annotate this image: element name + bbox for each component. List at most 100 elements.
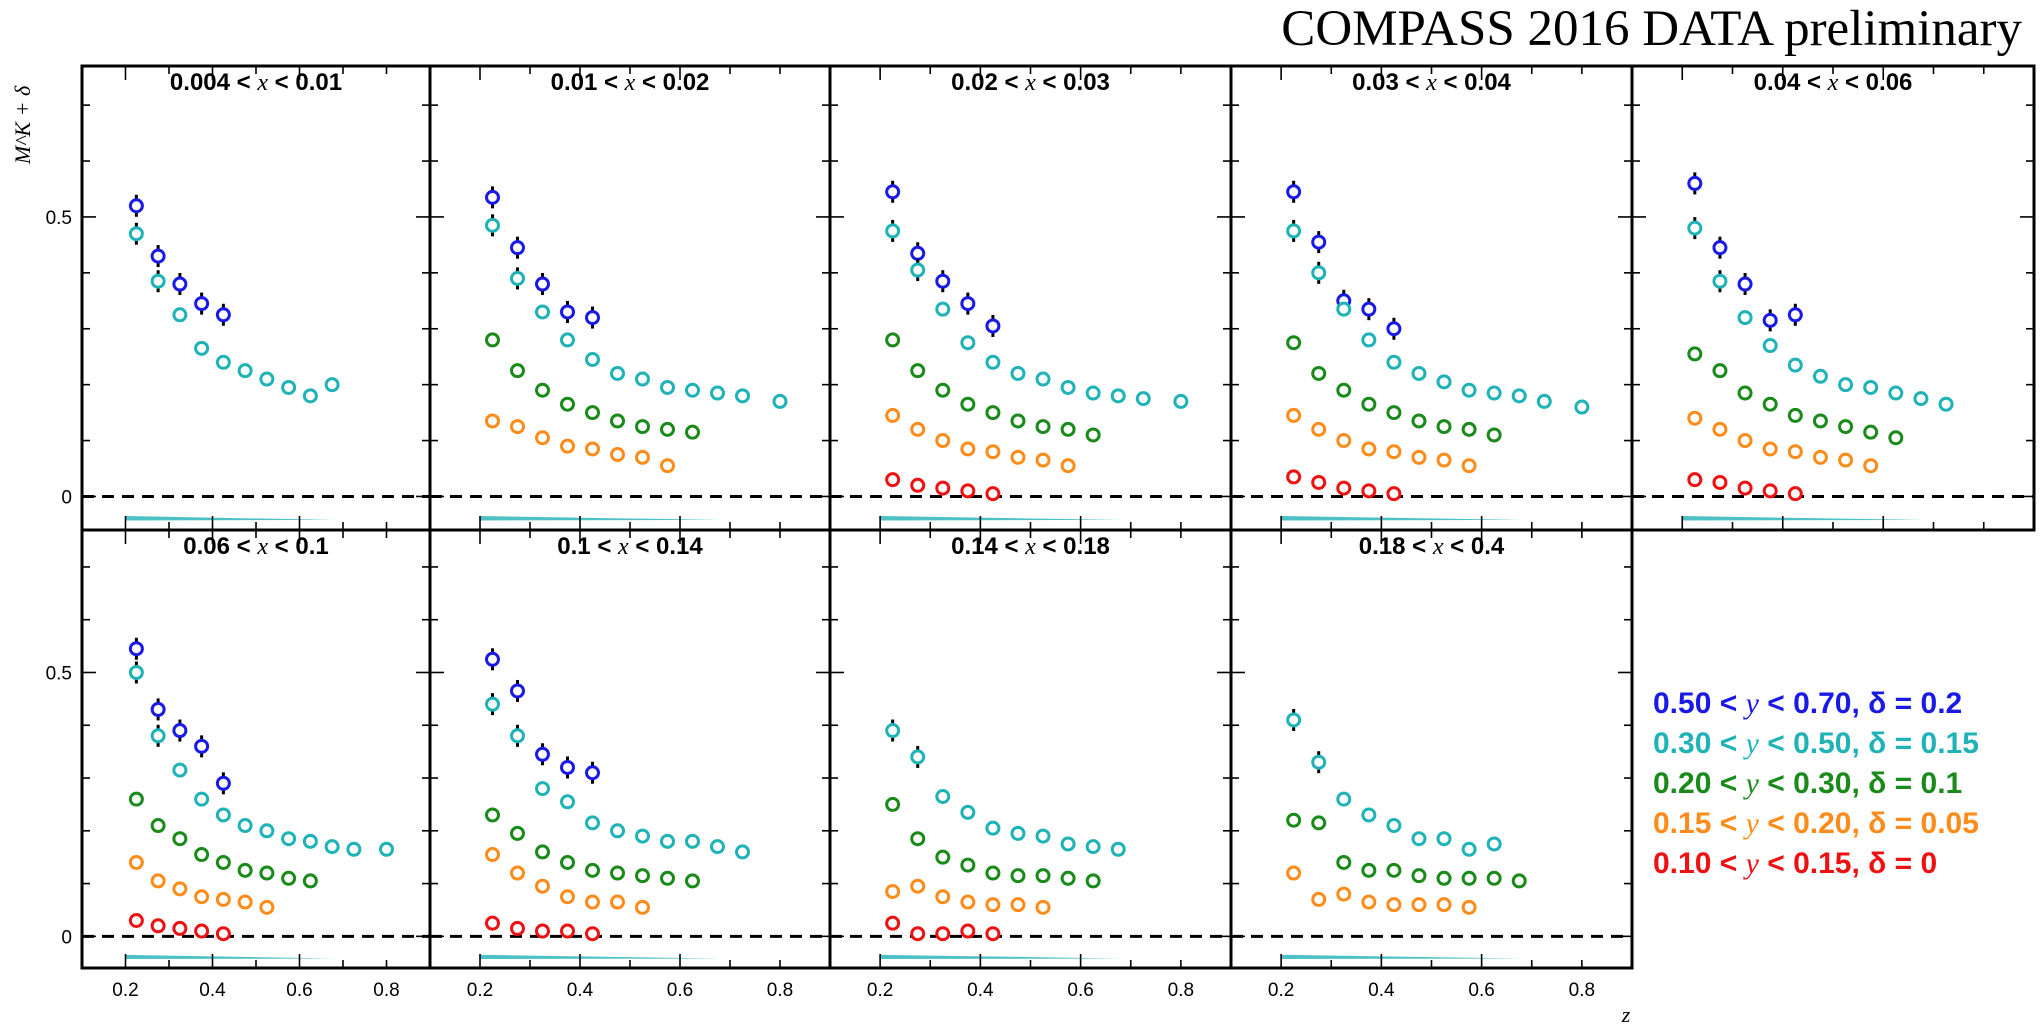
series-4-points [885, 878, 1051, 915]
x-tick-label: 0.6 [1468, 980, 1494, 1001]
data-point [535, 382, 550, 398]
panel-frame [80, 64, 432, 532]
data-point [1010, 413, 1026, 429]
panel-frame [428, 528, 832, 970]
data-point [1737, 433, 1753, 449]
data-point [885, 332, 901, 348]
data-point [1386, 405, 1402, 421]
data-point [910, 878, 926, 894]
data-point [610, 447, 625, 463]
data-point [1411, 831, 1427, 847]
data-point [610, 823, 625, 839]
x-tick-label: 0.4 [967, 980, 994, 1001]
data-point [172, 276, 188, 292]
data-point [1737, 310, 1753, 326]
data-point [935, 301, 951, 317]
series-3-points [485, 807, 700, 889]
series-4-points [1687, 410, 1879, 474]
data-point [1712, 474, 1728, 490]
data-point [1035, 828, 1051, 844]
data-point [1311, 265, 1327, 281]
data-point [485, 696, 500, 712]
data-point [910, 262, 926, 278]
series-2-points [485, 214, 788, 409]
panel-x-range-label: 0.004 < x < 0.01 [170, 69, 342, 96]
data-point [885, 223, 901, 239]
data-point [1286, 407, 1302, 423]
data-point [259, 865, 275, 881]
data-point [1010, 825, 1026, 841]
data-point [1486, 427, 1502, 443]
data-point [1687, 175, 1703, 191]
data-point [1336, 791, 1352, 807]
data-point [172, 762, 188, 778]
data-point [1361, 862, 1377, 878]
data-point [1687, 472, 1703, 488]
data-point [259, 371, 275, 387]
data-point [259, 823, 275, 839]
data-point [1386, 897, 1402, 913]
data-point [1110, 388, 1126, 404]
x-tick-label: 0.6 [286, 980, 312, 1001]
x-tick-label: 0.8 [1168, 980, 1194, 1001]
data-point [960, 296, 976, 312]
data-point [510, 865, 525, 881]
data-point [535, 430, 550, 446]
data-point [535, 923, 550, 939]
data-point [237, 862, 253, 878]
data-point [510, 240, 525, 256]
data-point [1085, 385, 1101, 401]
data-point [635, 828, 650, 844]
series-3-points [128, 791, 318, 889]
series-4-points [485, 847, 650, 915]
data-point [1386, 486, 1402, 502]
series-1-points [485, 186, 600, 329]
data-point [194, 923, 210, 939]
data-point [485, 915, 500, 931]
data-point [1010, 449, 1026, 465]
data-point [281, 831, 297, 847]
data-point [1888, 385, 1904, 401]
data-point [585, 765, 600, 781]
data-point [1712, 363, 1728, 379]
data-point [485, 807, 500, 823]
panel-6: 0.2 0.4 0.6 0.8 0 0.5 0.06 < x < 0.1 [46, 528, 432, 1001]
y-axis-label: M^K + δ [10, 85, 35, 165]
chart-title: COMPASS 2016 DATA preliminary [1281, 1, 2022, 57]
data-point [1511, 388, 1527, 404]
data-point [985, 354, 1001, 370]
data-point [1336, 433, 1352, 449]
data-point [1787, 357, 1803, 373]
data-point [1461, 841, 1477, 857]
series-2-points [128, 222, 340, 404]
series-5-points [1687, 472, 1803, 502]
data-point [885, 184, 901, 200]
data-point [985, 318, 1001, 334]
data-point [910, 245, 926, 261]
systematic-band [125, 954, 335, 960]
data-point [1812, 368, 1828, 384]
data-point [1311, 754, 1327, 770]
data-point [735, 388, 750, 404]
series-4-points [485, 413, 675, 474]
data-point [960, 894, 976, 910]
data-point [610, 865, 625, 881]
series-5-points [885, 915, 1001, 942]
data-point [585, 926, 600, 942]
data-point [1361, 441, 1377, 457]
data-point [985, 865, 1001, 881]
data-point [1863, 458, 1879, 474]
data-point [560, 332, 575, 348]
data-point [1838, 452, 1854, 468]
data-point [1311, 365, 1327, 381]
panel-5: 0.04 < x < 0.06 [1630, 64, 2036, 532]
data-point [1762, 396, 1778, 412]
panel-4: 0.03 < x < 0.04 [1229, 64, 1634, 532]
data-point [281, 870, 297, 886]
data-point [935, 889, 951, 905]
data-point [885, 796, 901, 812]
data-point [1863, 379, 1879, 395]
data-point [1687, 410, 1703, 426]
data-point [1888, 430, 1904, 446]
data-point [1336, 854, 1352, 870]
